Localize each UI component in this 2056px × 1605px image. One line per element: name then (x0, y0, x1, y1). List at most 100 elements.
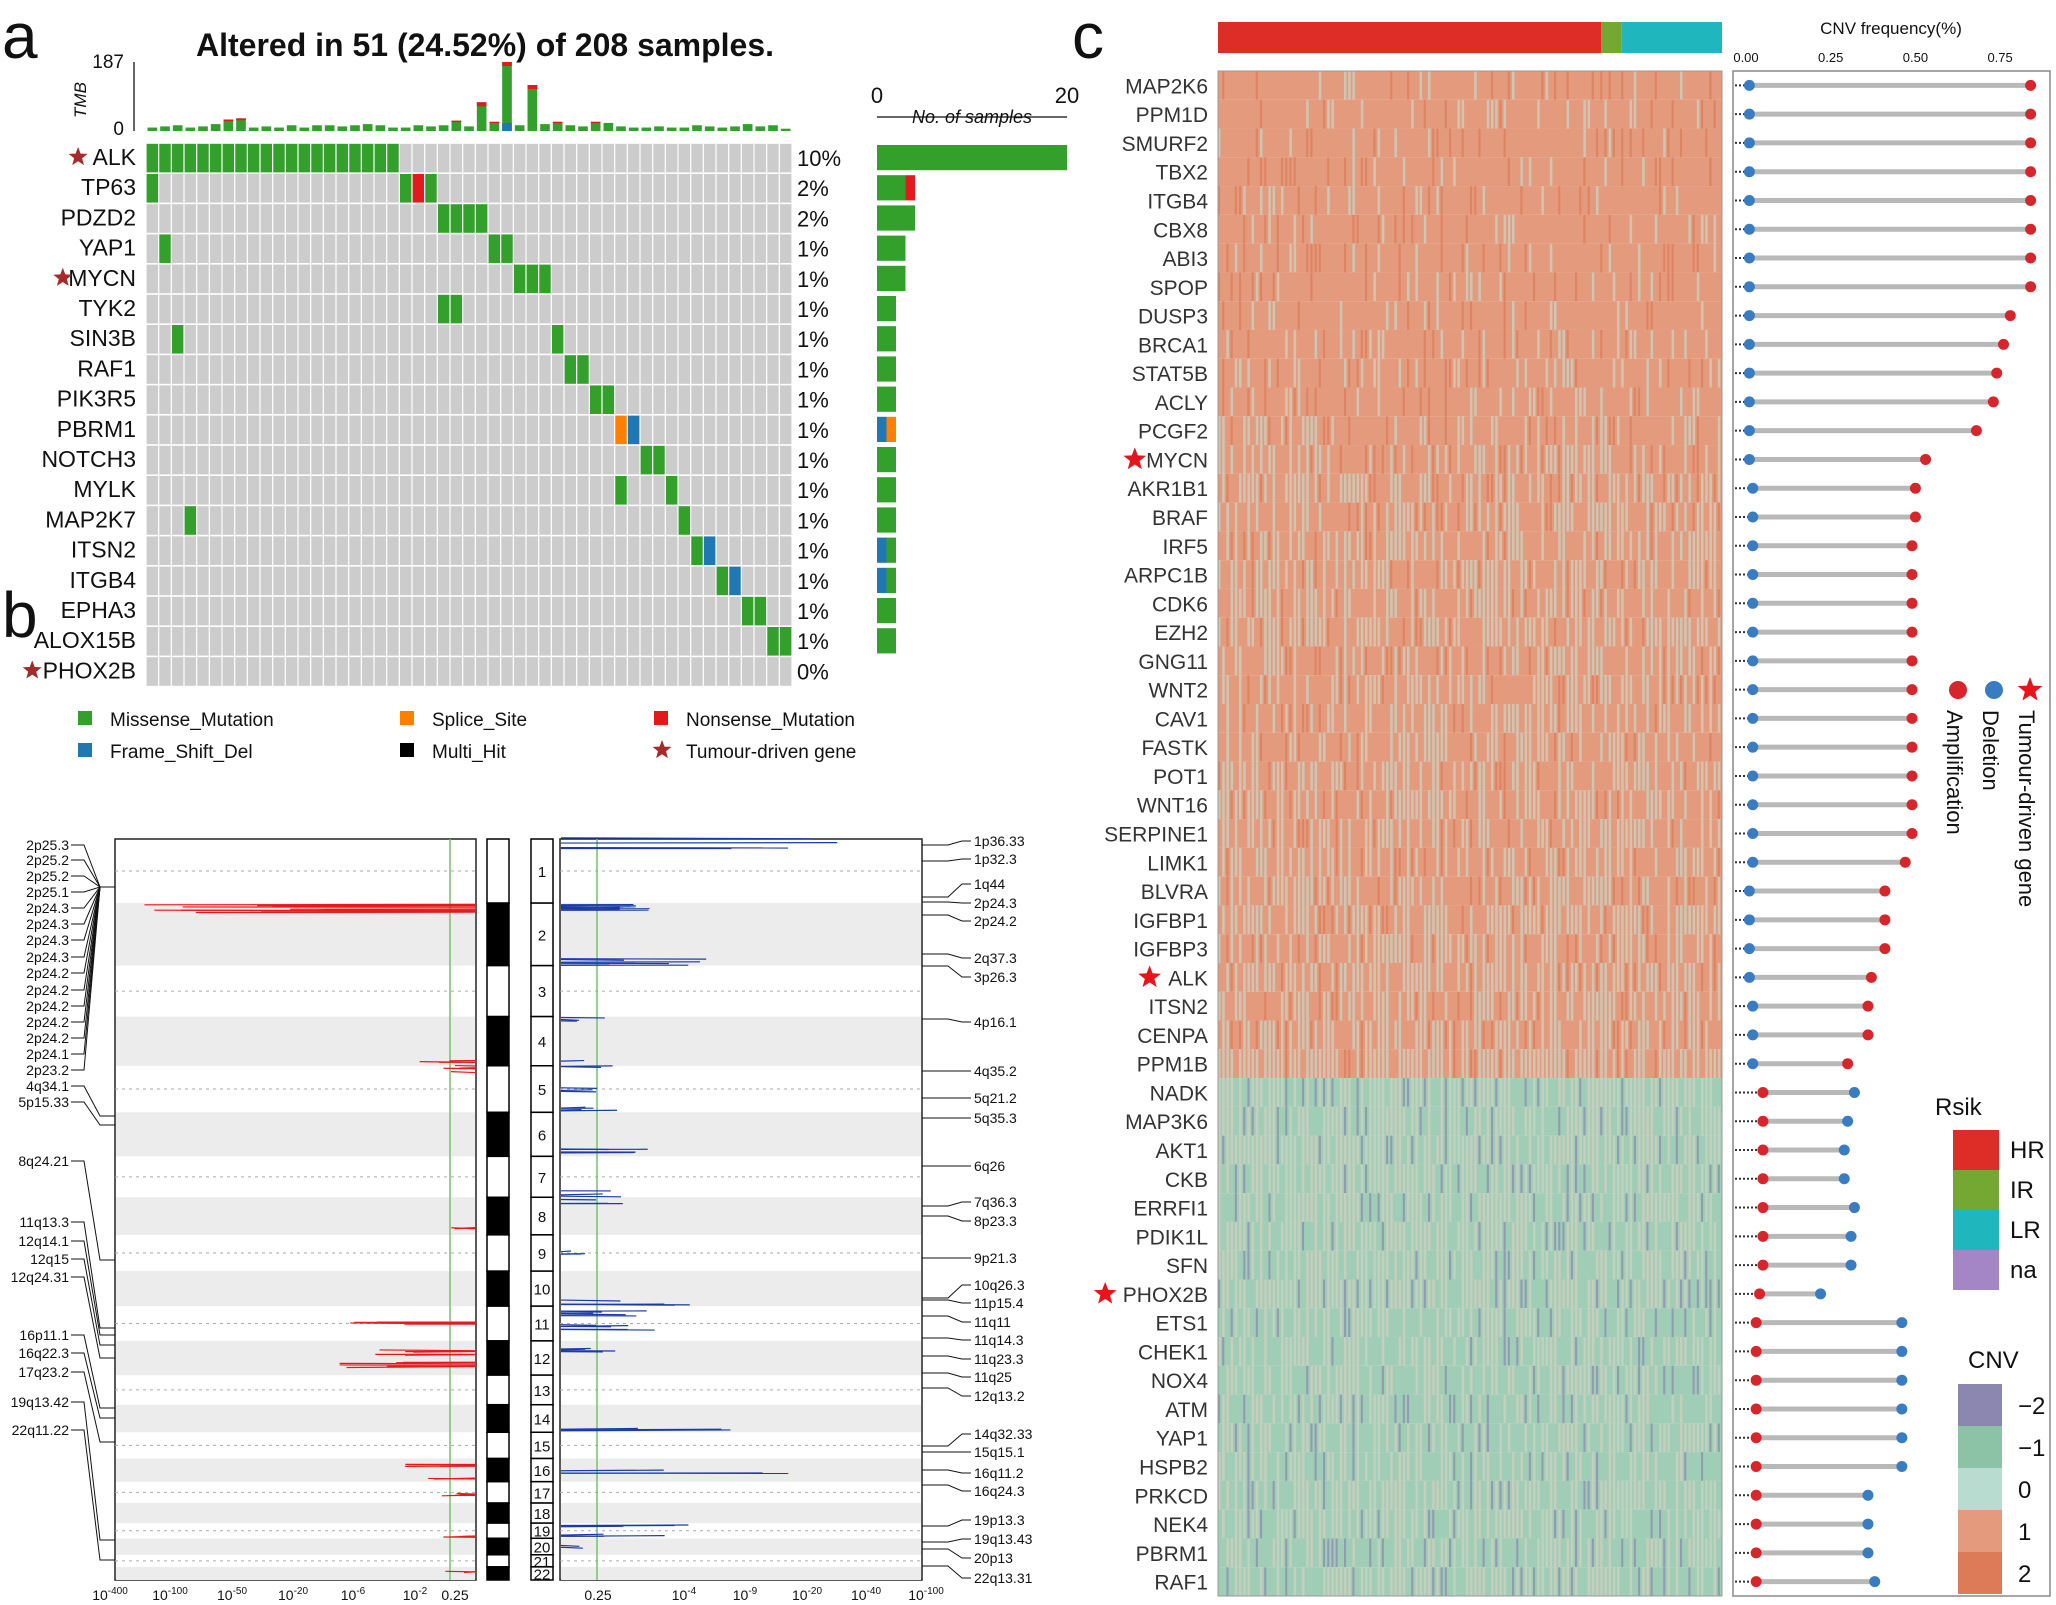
oncoplot-cell (197, 536, 209, 565)
heatmap-cell (1562, 1509, 1565, 1539)
heatmap-cell (1696, 1135, 1699, 1165)
heatmap-cell (1642, 157, 1645, 187)
heatmap-cell (1381, 1480, 1385, 1510)
heatmap-cell (1474, 991, 1477, 1021)
heatmap-cell (1407, 1049, 1410, 1079)
heatmap-cell (1562, 1135, 1565, 1165)
legend-label: Splice_Site (432, 710, 527, 731)
heatmap-cell (1390, 1221, 1393, 1251)
heatmap-cell (1554, 301, 1557, 330)
oncoplot-cell (146, 566, 159, 596)
oncoplot-cell (336, 596, 349, 626)
heatmap-cell (1449, 1193, 1452, 1222)
heatmap-cell (1528, 1020, 1532, 1050)
oncoplot-cell (716, 566, 729, 596)
heatmap-cell (1239, 761, 1242, 791)
heatmap-cell (1293, 790, 1297, 820)
heatmap-cell (1646, 473, 1649, 503)
heatmap-cell (1688, 876, 1691, 906)
heatmap-cell (1604, 704, 1607, 733)
heatmap-cell (1398, 646, 1401, 676)
heatmap-cell (1558, 1135, 1561, 1165)
heatmap-cell (1428, 1164, 1431, 1194)
heatmap-cell (1218, 186, 1221, 215)
oncoplot-cell (450, 415, 463, 445)
heatmap-cell (1352, 473, 1355, 503)
heatmap-cell (1675, 934, 1679, 963)
heatmap-cell (1390, 560, 1393, 589)
oncoplot-cell (488, 627, 501, 656)
del-peak (560, 1427, 638, 1430)
oncoplot-cell (171, 627, 184, 656)
oncoplot-cell (551, 627, 564, 656)
heatmap-cell (1323, 790, 1326, 820)
heatmap-cell (1570, 991, 1574, 1021)
heatmap-cell (1344, 962, 1347, 992)
heatmap-cell (1440, 1279, 1444, 1309)
oncoplot-cell (374, 355, 387, 384)
oncoplot-cell (564, 657, 577, 686)
heatmap-cell (1579, 617, 1582, 647)
heatmap-cell (1591, 617, 1595, 647)
gene-pct-MAP2K7: 1% (797, 508, 829, 533)
heatmap-cell (1373, 617, 1376, 647)
oncoplot-cell (741, 476, 754, 505)
heatmap-cell (1646, 1452, 1649, 1481)
heatmap-cell (1654, 531, 1658, 561)
heatmap-cell (1671, 790, 1675, 820)
heatmap-cell (1310, 1279, 1313, 1309)
sample-bar (877, 598, 896, 624)
heatmap-cell (1491, 1365, 1494, 1395)
heatmap-cell (1495, 99, 1498, 129)
heatmap-row (1218, 128, 1722, 158)
heatmap-cell (1268, 1279, 1271, 1309)
heatmap-cell (1356, 1337, 1360, 1366)
heatmap-cell (1276, 1106, 1279, 1136)
heatmap-cell (1680, 473, 1683, 503)
oncoplot-cell (374, 445, 387, 475)
heatmap-cell (1327, 876, 1330, 906)
oncoplot-cell (678, 355, 691, 384)
heatmap-row (1218, 71, 1722, 100)
heatmap-cell (1339, 646, 1342, 676)
heatmap-cell (1596, 186, 1599, 215)
heatmap-cell (1579, 473, 1582, 503)
oncoplot-cell (602, 234, 615, 263)
oncoplot-cell (387, 506, 399, 535)
heatmap-cell (1251, 1164, 1255, 1194)
heatmap-cell (1566, 761, 1570, 791)
heatmap-cell (1533, 991, 1536, 1021)
heatmap-cell (1717, 617, 1721, 647)
oncoplot-cell (741, 566, 754, 596)
heatmap-cell (1591, 1193, 1594, 1222)
heatmap-cell (1335, 847, 1338, 877)
heatmap-cell (1247, 531, 1250, 561)
oncoplot-cell (640, 174, 653, 203)
del-peak (560, 1299, 621, 1302)
heatmap-cell (1234, 560, 1238, 589)
heatmap-cell (1373, 358, 1376, 388)
heatmap-cell (1247, 1135, 1250, 1165)
heatmap-cell (1260, 243, 1263, 273)
oncoplot-cell (665, 506, 678, 535)
oncoplot-cell (767, 325, 779, 354)
heatmap-cell (1352, 214, 1355, 244)
heatmap-cell (1444, 1164, 1448, 1194)
heatmap-cell (1293, 1164, 1297, 1194)
heatmap-cell (1604, 445, 1607, 474)
left-chrom-band (116, 1197, 475, 1235)
heatmap-cell (1516, 1221, 1519, 1251)
heatmap-cell (1306, 128, 1309, 158)
heatmap-cell (1583, 531, 1586, 561)
heatmap-cell (1524, 1078, 1527, 1107)
oncoplot-cell (703, 385, 716, 414)
heatmap-cell (1327, 1193, 1330, 1222)
oncoplot-cell (779, 476, 792, 505)
heatmap-cell (1671, 1106, 1675, 1136)
heatmap-cell (1365, 1164, 1368, 1194)
oncoplot-cell (678, 657, 691, 686)
heatmap-cell (1331, 1020, 1334, 1050)
heatmap-cell (1272, 531, 1276, 561)
oncoplot-cell (171, 294, 184, 324)
heatmap-cell (1306, 1193, 1309, 1222)
